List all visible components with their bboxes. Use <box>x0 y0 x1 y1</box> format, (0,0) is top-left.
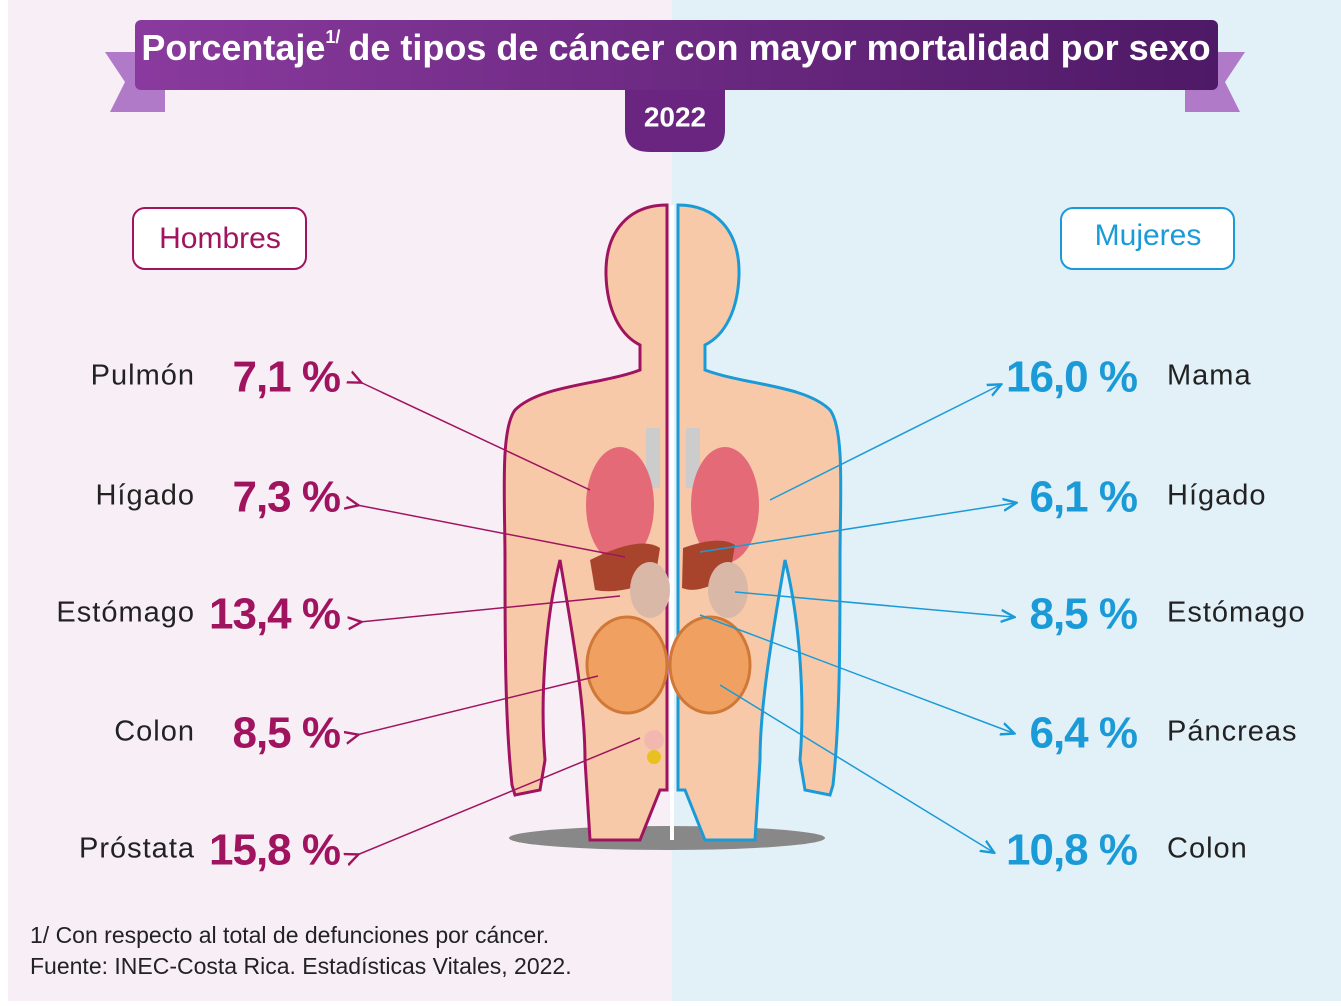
intestine <box>670 617 750 713</box>
intestine <box>587 617 667 713</box>
source: Fuente: INEC-Costa Rica. Estadísticas Vi… <box>30 953 572 979</box>
women-percentage: 16,0 % <box>1006 353 1137 402</box>
men-percentage: 8,5 % <box>232 709 340 758</box>
year: 2022 <box>644 101 706 132</box>
men-cancer-name: Próstata <box>79 833 195 865</box>
stomach <box>630 562 670 618</box>
women-cancer-name: Páncreas <box>1167 716 1298 748</box>
men-cancer-name: Colon <box>114 716 195 748</box>
women-cancer-name: Hígado <box>1167 480 1267 512</box>
women-cancer-name: Estómago <box>1167 597 1306 629</box>
men-cancer-name: Pulmón <box>91 360 195 392</box>
men-percentage: 15,8 % <box>209 826 340 875</box>
title: Porcentaje1/de tipos de cáncer con mayor… <box>141 27 1210 68</box>
women-label: Mujeres <box>1095 219 1202 252</box>
women-cancer-name: Mama <box>1167 360 1252 392</box>
infographic: Porcentaje1/de tipos de cáncer con mayor… <box>0 0 1341 1001</box>
prostate <box>647 750 661 764</box>
men-percentage: 7,3 % <box>232 473 340 522</box>
women-percentage: 6,4 % <box>1029 709 1137 758</box>
footnote: 1/ Con respecto al total de defunciones … <box>30 922 549 948</box>
women-percentage: 10,8 % <box>1006 826 1137 875</box>
floor-shadow <box>509 826 825 850</box>
men-label: Hombres <box>159 222 281 255</box>
women-cancer-name: Colon <box>1167 833 1248 865</box>
men-percentage: 7,1 % <box>232 353 340 402</box>
women-percentage: 6,1 % <box>1029 473 1137 522</box>
men-percentage: 13,4 % <box>209 590 340 639</box>
women-percentage: 8,5 % <box>1029 590 1137 639</box>
men-cancer-name: Estómago <box>56 597 195 629</box>
prostate <box>644 730 664 750</box>
stomach <box>708 562 748 618</box>
men-cancer-name: Hígado <box>95 480 195 512</box>
